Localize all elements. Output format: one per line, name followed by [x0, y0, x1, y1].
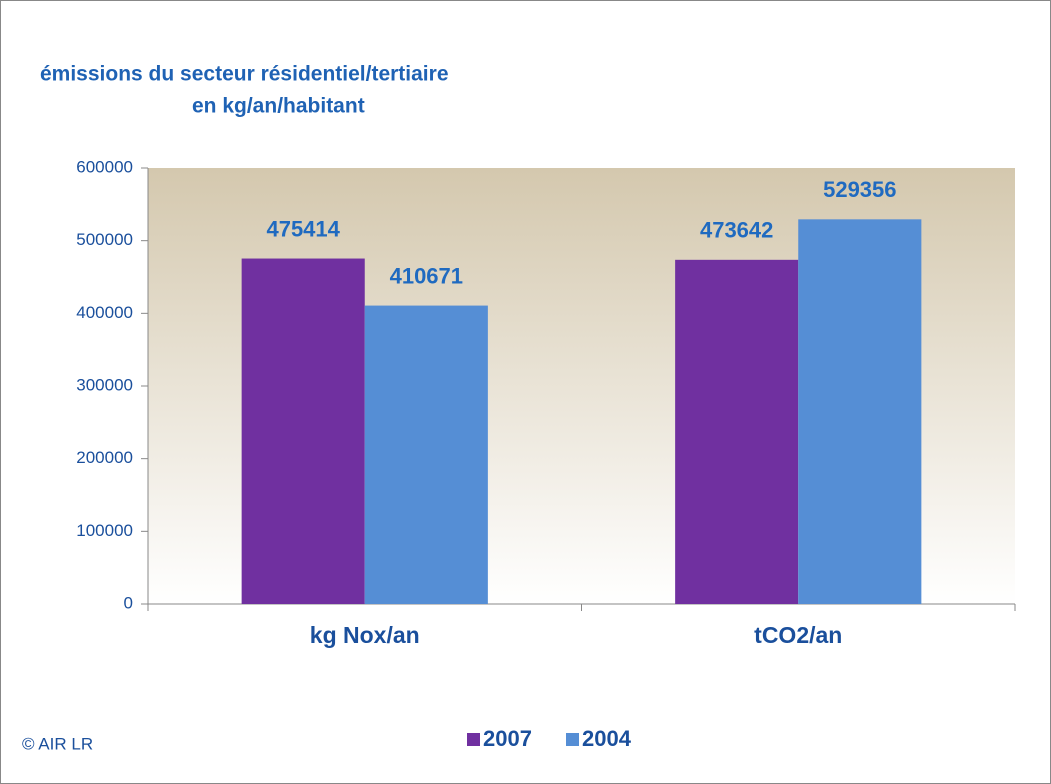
x-tick-label: tCO2/an	[754, 622, 842, 648]
chart-title: émissions du secteur résidentiel/tertiai…	[40, 63, 449, 86]
bar	[798, 219, 922, 604]
bar	[241, 258, 365, 604]
y-tick-label: 600000	[76, 157, 133, 176]
x-tick-label: kg Nox/an	[310, 622, 420, 648]
y-tick-label: 500000	[76, 230, 133, 249]
chart-subtitle: en kg/an/habitant	[192, 95, 365, 118]
data-label: 473642	[700, 218, 773, 243]
bar	[364, 305, 488, 604]
copyright: © AIR LR	[22, 734, 93, 753]
y-tick-label: 200000	[76, 448, 133, 467]
legend-label: 2004	[582, 726, 632, 751]
y-tick-label: 300000	[76, 375, 133, 394]
legend-swatch	[467, 733, 480, 746]
legend-label: 2007	[483, 726, 532, 751]
legend-swatch	[566, 733, 579, 746]
data-label: 475414	[266, 216, 340, 241]
bar	[675, 259, 799, 604]
data-label: 410671	[390, 263, 463, 288]
y-tick-label: 400000	[76, 303, 133, 322]
y-tick-label: 100000	[76, 521, 133, 540]
data-label: 529356	[823, 177, 896, 202]
y-tick-label: 0	[124, 593, 133, 612]
